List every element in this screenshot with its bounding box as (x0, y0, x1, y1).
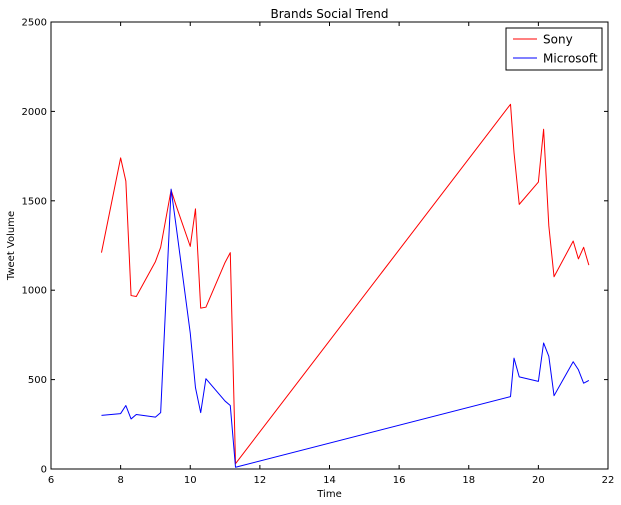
series-layer (100, 103, 590, 468)
x-tick-label: 12 (254, 475, 267, 486)
x-tick-label: 8 (117, 475, 123, 486)
legend-label-microsoft: Microsoft (543, 52, 598, 66)
legend-label-sony: Sony (543, 33, 573, 47)
series-line-sony (100, 103, 590, 465)
x-tick-label: 20 (532, 475, 545, 486)
x-tick-label: 16 (393, 475, 406, 486)
y-tick-label: 2500 (22, 18, 47, 29)
y-tick-label: 1500 (22, 196, 47, 207)
tick-layer: 6 8 10 12 14 16 18 20 22 0 500 1000 1500 2000 2500 (22, 18, 615, 487)
x-tick-label: 6 (48, 475, 54, 486)
x-tick-label: 10 (184, 475, 197, 486)
y-tick-label: 1000 (22, 286, 47, 297)
legend-box (505, 27, 603, 71)
series-line-microsoft (101, 188, 590, 468)
plot-area (51, 22, 608, 469)
x-tick-label: 18 (462, 475, 475, 486)
y-tick-label: 500 (28, 375, 47, 386)
y-tick-label: 0 (41, 465, 47, 476)
x-tick-label: 14 (323, 475, 336, 486)
legend: Sony Microsoft (505, 27, 603, 71)
plot-frame (50, 21, 609, 470)
chart-title: Brands Social Trend (270, 7, 388, 21)
x-axis-label: Time (316, 489, 341, 500)
y-axis-label: Tweet Volume (6, 211, 17, 281)
x-tick-label: 22 (602, 475, 615, 486)
y-tick-label: 2000 (22, 107, 47, 118)
